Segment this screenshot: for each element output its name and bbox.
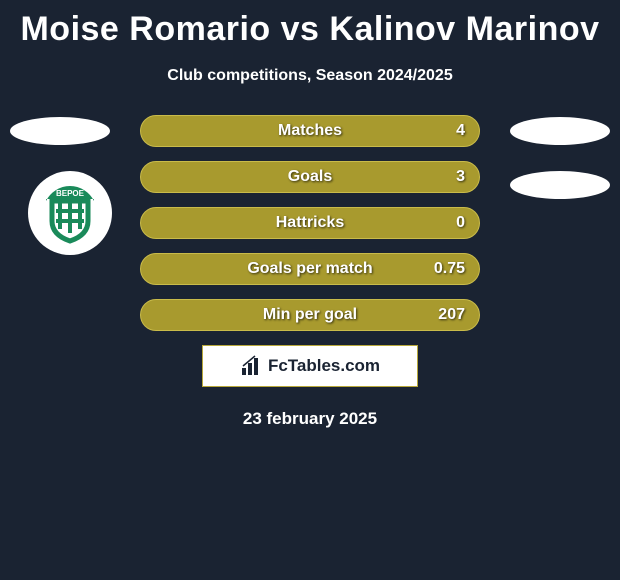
stat-row-hattricks: Hattricks 0 (140, 207, 480, 239)
stat-row-matches: Matches 4 (140, 115, 480, 147)
stat-row-goals: Goals 3 (140, 161, 480, 193)
page-title: Moise Romario vs Kalinov Marinov (0, 0, 620, 49)
beroe-shield-icon: BEPOE (38, 181, 102, 245)
stat-value: 207 (438, 306, 465, 324)
stat-value: 3 (456, 168, 465, 186)
brand-text: FcTables.com (268, 356, 380, 376)
stat-label: Min per goal (155, 306, 465, 324)
stat-label: Matches (155, 122, 465, 140)
player-right-placeholder-2 (510, 171, 610, 199)
stat-value: 4 (456, 122, 465, 140)
svg-text:BEPOE: BEPOE (56, 189, 85, 198)
player-right-placeholder-1 (510, 117, 610, 145)
stat-row-goals-per-match: Goals per match 0.75 (140, 253, 480, 285)
date-text: 23 february 2025 (0, 409, 620, 429)
stat-row-min-per-goal: Min per goal 207 (140, 299, 480, 331)
club-logo: BEPOE (28, 171, 112, 255)
bar-chart-icon (240, 355, 262, 377)
content-area: BEPOE Matches 4 Goals 3 Hattricks 0 Goal… (0, 115, 620, 429)
stat-label: Goals per match (155, 260, 465, 278)
player-left-placeholder (10, 117, 110, 145)
stat-label: Goals (155, 168, 465, 186)
stat-value: 0 (456, 214, 465, 232)
brand-box[interactable]: FcTables.com (202, 345, 418, 387)
subtitle: Club competitions, Season 2024/2025 (0, 67, 620, 85)
stat-value: 0.75 (434, 260, 465, 278)
stat-label: Hattricks (155, 214, 465, 232)
stats-list: Matches 4 Goals 3 Hattricks 0 Goals per … (140, 115, 480, 331)
